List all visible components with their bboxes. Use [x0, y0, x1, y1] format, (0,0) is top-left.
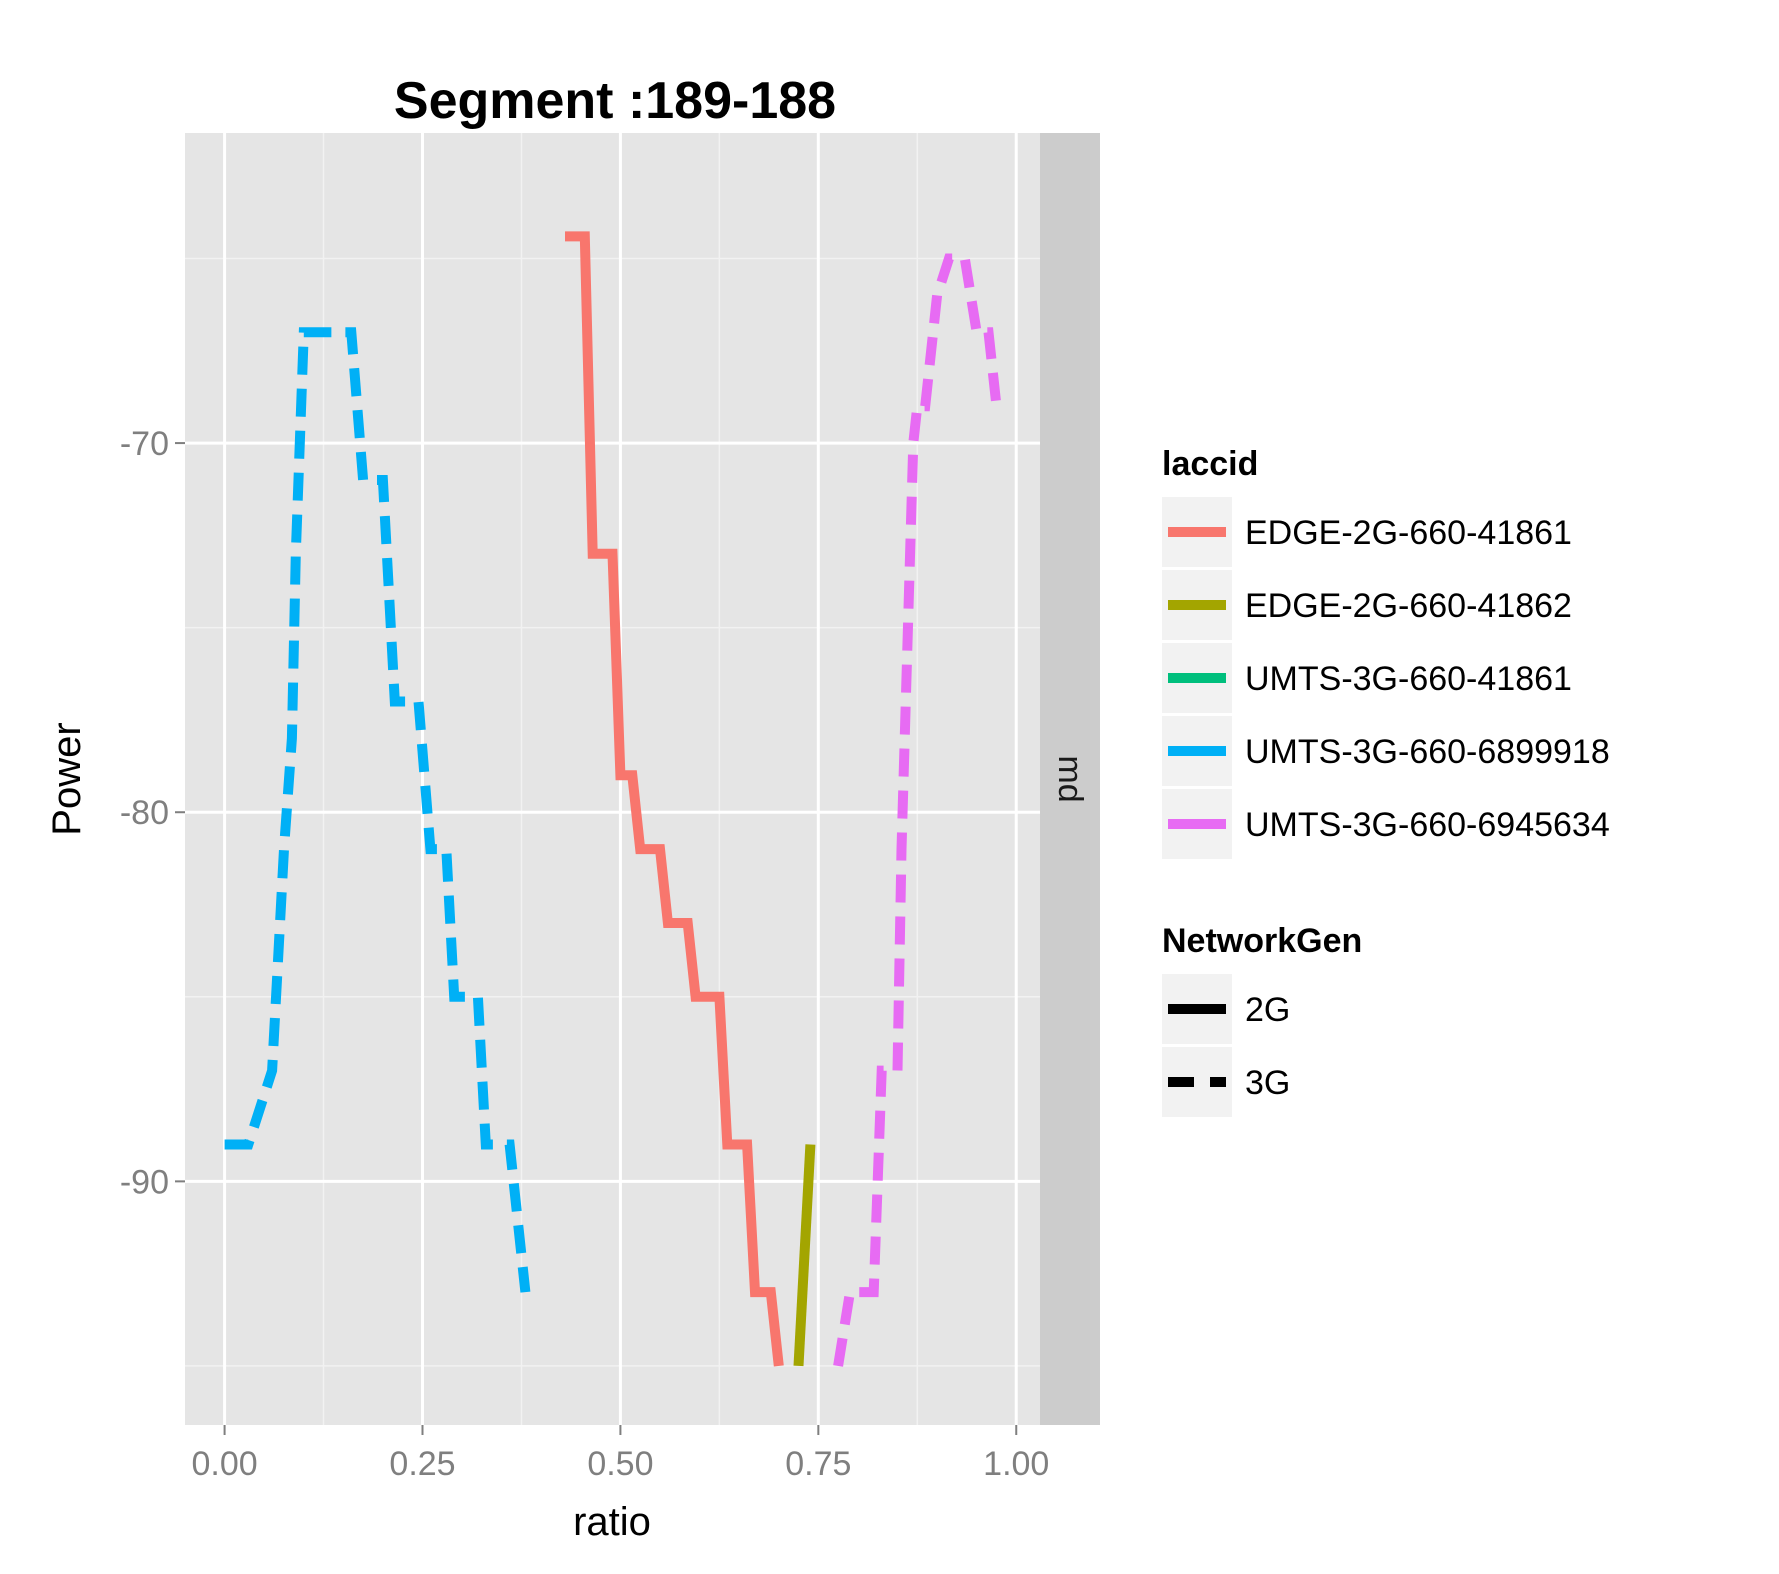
x-tick-label: 1.00 — [983, 1445, 1049, 1483]
chart-title: Segment :189-188 — [394, 72, 836, 130]
y-axis-title: Power — [45, 722, 89, 835]
legend-title-laccid: laccid — [1162, 445, 1258, 483]
y-axis: -90 -80 -70 — [120, 425, 185, 1201]
legend: laccid EDGE-2G-660-41861EDGE-2G-660-4186… — [1162, 445, 1610, 1117]
x-axis: 0.00 0.25 0.50 0.75 1.00 — [191, 1425, 1049, 1483]
series-line-edge-2g-660-41862 — [793, 1144, 816, 1367]
series-line-umts-3g-660-6945634 — [833, 253, 1002, 1367]
legend-label: 3G — [1245, 1064, 1290, 1102]
legend-label: EDGE-2G-660-41861 — [1245, 514, 1572, 552]
facet-strip-label: md — [1051, 755, 1089, 802]
series-line-edge-2g-660-41861 — [565, 231, 784, 1367]
legend-label: EDGE-2G-660-41862 — [1245, 587, 1572, 625]
y-tick-label: -90 — [120, 1163, 169, 1201]
series-line-umts-3g-660-6899918 — [224, 327, 531, 1293]
legend-linetype-items: 2G 3G — [1162, 974, 1290, 1117]
x-tick-label: 0.75 — [785, 1445, 851, 1483]
legend-color-items: EDGE-2G-660-41861 EDGE-2G-660-41862 UMTS-3… — [1162, 497, 1610, 859]
legend-label: UMTS-3G-660-41861 — [1245, 660, 1572, 698]
minor-gridlines — [185, 133, 1040, 1425]
x-tick-label: 0.25 — [389, 1445, 455, 1483]
series-layer — [224, 231, 1002, 1367]
x-axis-title: ratio — [573, 1500, 651, 1544]
x-tick-label: 0.00 — [191, 1445, 257, 1483]
y-tick-label: -80 — [120, 794, 169, 832]
plot-panel — [185, 133, 1040, 1425]
x-tick-label: 0.50 — [587, 1445, 653, 1483]
legend-label: UMTS-3G-660-6945634 — [1245, 806, 1610, 844]
y-tick-label: -70 — [120, 425, 169, 463]
legend-label: UMTS-3G-660-6899918 — [1245, 733, 1610, 771]
major-gridlines — [185, 133, 1040, 1425]
legend-title-networkgen: NetworkGen — [1162, 922, 1362, 960]
facet-strip — [1040, 133, 1100, 1425]
legend-label: 2G — [1245, 991, 1290, 1029]
